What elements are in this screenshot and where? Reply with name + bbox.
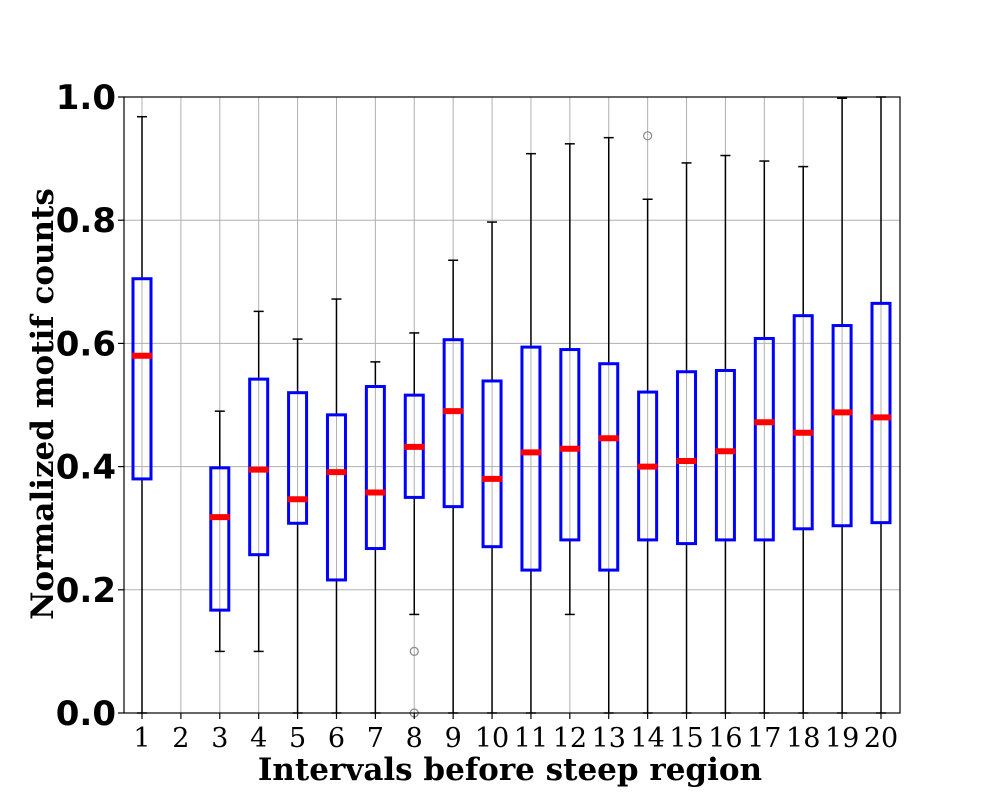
x-axis: 1 2 3 4 5 6 7 8 9 10 11 12 13 14 15 16 17 18 19 20 bbox=[133, 713, 898, 754]
x-tick-label: 8 bbox=[406, 723, 423, 754]
box-14 bbox=[637, 131, 659, 714]
iqr-box bbox=[714, 369, 736, 542]
box-1 bbox=[131, 115, 153, 714]
x-tick-label: 6 bbox=[328, 723, 345, 754]
x-tick-label: 1 bbox=[133, 723, 150, 754]
box-series bbox=[131, 96, 892, 718]
iqr-box bbox=[753, 336, 775, 542]
iqr-box bbox=[364, 385, 386, 551]
outlier-point bbox=[643, 131, 653, 141]
x-tick-label: 2 bbox=[172, 723, 189, 754]
x-tick-label: 13 bbox=[592, 723, 626, 754]
y-tick-label: 1.0 bbox=[56, 78, 116, 118]
iqr-box bbox=[481, 379, 503, 549]
iqr-box bbox=[870, 301, 892, 525]
plot-area-frame bbox=[123, 96, 901, 714]
iqr-box bbox=[209, 466, 231, 612]
box-10 bbox=[481, 221, 503, 714]
iqr-box bbox=[598, 362, 620, 572]
box-11 bbox=[520, 152, 542, 714]
x-tick-label: 5 bbox=[289, 723, 306, 754]
y-tick-label: 0.0 bbox=[56, 694, 116, 734]
box-8 bbox=[403, 332, 425, 718]
y-axis: 0.0 0.2 0.4 0.6 0.8 1.0 bbox=[56, 78, 124, 734]
iqr-box bbox=[792, 314, 814, 531]
iqr-box bbox=[831, 324, 853, 528]
iqr-box bbox=[131, 277, 153, 481]
x-tick-label: 18 bbox=[786, 723, 820, 754]
y-tick-label: 0.8 bbox=[56, 201, 116, 241]
grid-lines bbox=[124, 96, 900, 714]
box-6 bbox=[325, 298, 347, 714]
iqr-box bbox=[325, 413, 347, 582]
x-tick-label: 3 bbox=[211, 723, 228, 754]
box-18 bbox=[792, 165, 814, 714]
iqr-box bbox=[442, 338, 464, 509]
iqr-box bbox=[676, 370, 698, 546]
x-tick-label: 11 bbox=[514, 723, 548, 754]
x-axis-title: Intervals before steep region bbox=[258, 752, 762, 788]
box-17 bbox=[753, 160, 775, 714]
x-tick-label: 10 bbox=[475, 723, 509, 754]
box-13 bbox=[598, 136, 620, 714]
box-7 bbox=[364, 361, 386, 714]
x-tick-label: 9 bbox=[445, 723, 462, 754]
x-tick-label: 4 bbox=[250, 723, 267, 754]
y-tick-label: 0.6 bbox=[56, 324, 116, 364]
x-tick-label: 14 bbox=[630, 723, 664, 754]
box-3 bbox=[209, 410, 231, 653]
x-tick-label: 7 bbox=[367, 723, 384, 754]
y-axis-title: Normalized motif counts bbox=[25, 188, 61, 620]
iqr-box bbox=[520, 345, 542, 572]
x-tick-label: 16 bbox=[708, 723, 742, 754]
outlier-point bbox=[409, 646, 419, 657]
iqr-box bbox=[287, 391, 309, 525]
box-12 bbox=[559, 143, 581, 616]
box-15 bbox=[676, 162, 698, 714]
x-tick-label: 15 bbox=[669, 723, 703, 754]
y-tick-label: 0.2 bbox=[56, 571, 116, 611]
y-tick-label: 0.4 bbox=[56, 448, 116, 488]
x-tick-label: 17 bbox=[747, 723, 781, 754]
box-4 bbox=[248, 310, 270, 653]
box-5 bbox=[287, 338, 309, 714]
x-tick-label: 12 bbox=[553, 723, 587, 754]
x-tick-label: 20 bbox=[864, 723, 898, 754]
box-16 bbox=[714, 154, 736, 714]
box-9 bbox=[442, 259, 464, 714]
iqr-box bbox=[559, 348, 581, 542]
x-tick-label: 19 bbox=[825, 723, 859, 754]
